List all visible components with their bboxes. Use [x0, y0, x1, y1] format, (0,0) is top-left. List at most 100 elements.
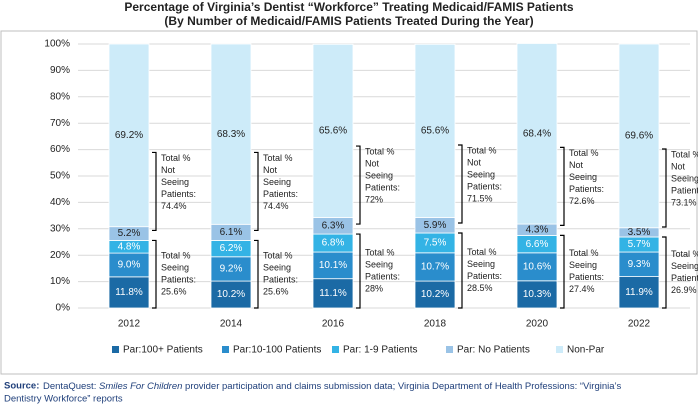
- source-text: DentaQuest: Smiles For Children provider…: [43, 381, 621, 392]
- annotation: Not: [365, 158, 380, 168]
- annotation: Total %: [671, 149, 698, 159]
- bar-segment: [414, 43, 456, 218]
- value-label: 10.2%: [421, 289, 449, 300]
- value-label: 5.2%: [118, 228, 141, 239]
- value-label: 6.3%: [322, 220, 345, 231]
- annotation: Patients:: [569, 184, 604, 194]
- annotation: Total %: [467, 247, 497, 257]
- bracket: [254, 151, 259, 232]
- annotation: 74.4%: [161, 201, 187, 211]
- annotation: Patients:: [467, 181, 502, 191]
- bracket: [356, 145, 361, 225]
- source-text: Dentistry Workforce” reports: [4, 394, 123, 405]
- annotation: 72.6%: [569, 196, 595, 206]
- bar-segment: [516, 252, 558, 282]
- annotation: 27.4%: [569, 284, 595, 294]
- legend-label: Par:10-100 Patients: [233, 345, 321, 356]
- annotation: Seeing: [365, 259, 393, 269]
- legend-label: Par: No Patients: [457, 345, 530, 356]
- annotation: Seeing: [467, 259, 495, 269]
- legend-swatch: [112, 346, 119, 353]
- annotation: Patients:: [671, 185, 698, 195]
- y-tick-label: 80%: [50, 91, 70, 102]
- annotation: Patients:: [161, 189, 196, 199]
- y-tick-label: 10%: [50, 276, 70, 287]
- legend-swatch: [222, 346, 229, 353]
- bar-segment: [210, 43, 252, 225]
- value-label: 68.4%: [523, 128, 551, 139]
- annotation: Total %: [569, 248, 599, 258]
- value-label: 5.9%: [424, 220, 447, 231]
- annotation: 28.5%: [467, 283, 493, 293]
- annotation: 28%: [365, 283, 383, 293]
- annotation: Total %: [263, 153, 293, 163]
- bar-segment: [516, 280, 558, 309]
- value-label: 65.6%: [421, 125, 449, 136]
- annotation: Total %: [161, 153, 191, 163]
- bar-segment: [618, 251, 660, 277]
- value-label: 6.8%: [322, 238, 345, 249]
- annotation: Seeing: [671, 173, 698, 183]
- value-label: 10.2%: [217, 289, 245, 300]
- annotation: Patients:: [365, 271, 400, 281]
- annotation: Seeing: [263, 263, 291, 273]
- annotation: 25.6%: [263, 287, 289, 297]
- x-tick-label: 2022: [628, 319, 651, 330]
- legend-swatch: [556, 346, 563, 353]
- chart-subtitle: (By Number of Medicaid/FAMIS Patients Tr…: [164, 14, 533, 28]
- annotation: Seeing: [161, 263, 189, 273]
- value-label: 69.6%: [625, 131, 653, 142]
- bracket: [458, 232, 463, 309]
- bar-segment: [210, 280, 252, 309]
- bar-segment: [108, 43, 150, 228]
- bar-segment: [414, 280, 456, 309]
- value-label: 69.2%: [115, 130, 143, 141]
- bar-segment: [312, 278, 354, 309]
- x-tick-label: 2018: [424, 319, 447, 330]
- value-label: 5.7%: [628, 239, 651, 250]
- bracket: [662, 236, 667, 309]
- annotation: Seeing: [569, 260, 597, 270]
- value-label: 6.6%: [526, 239, 549, 250]
- value-label: 4.8%: [118, 241, 141, 252]
- annotation: Seeing: [467, 169, 495, 179]
- source-part: provider participation and claims submis…: [182, 381, 621, 392]
- bracket: [458, 144, 463, 224]
- annotation: Total %: [263, 251, 293, 261]
- annotation: 71.5%: [467, 193, 493, 203]
- annotation: Not: [263, 165, 278, 175]
- value-label: 65.6%: [319, 125, 347, 136]
- legend-swatch: [446, 346, 453, 353]
- annotation: Not: [467, 157, 482, 167]
- y-tick-label: 0%: [56, 303, 71, 314]
- bar-segment: [414, 252, 456, 282]
- value-label: 9.3%: [628, 259, 651, 270]
- value-label: 7.5%: [424, 238, 447, 249]
- value-label: 10.6%: [523, 261, 551, 272]
- annotation: 74.4%: [263, 201, 289, 211]
- y-tick-label: 40%: [50, 197, 70, 208]
- annotation: Patients:: [263, 275, 298, 285]
- bracket: [662, 148, 667, 228]
- bar-segment: [516, 43, 558, 225]
- annotation: Patients:: [467, 271, 502, 281]
- value-label: 9.0%: [118, 260, 141, 271]
- annotation: Total %: [671, 249, 698, 259]
- annotation: Total %: [365, 247, 395, 257]
- annotation: Patients:: [263, 189, 298, 199]
- y-tick-label: 60%: [50, 144, 70, 155]
- annotation: 73.1%: [671, 197, 697, 207]
- annotation: Total %: [365, 146, 395, 156]
- annotation: Patients:: [671, 273, 698, 283]
- annotation: Total %: [161, 251, 191, 261]
- bracket: [356, 233, 361, 309]
- bracket: [254, 239, 259, 309]
- bracket: [152, 151, 157, 232]
- y-tick-label: 70%: [50, 118, 70, 129]
- bar-segment: [108, 276, 150, 309]
- legend-label: Par:100+ Patients: [123, 345, 203, 356]
- legend-swatch: [332, 346, 339, 353]
- annotation: Not: [569, 160, 584, 170]
- annotation: Seeing: [569, 172, 597, 182]
- chart-frame: [0, 30, 698, 375]
